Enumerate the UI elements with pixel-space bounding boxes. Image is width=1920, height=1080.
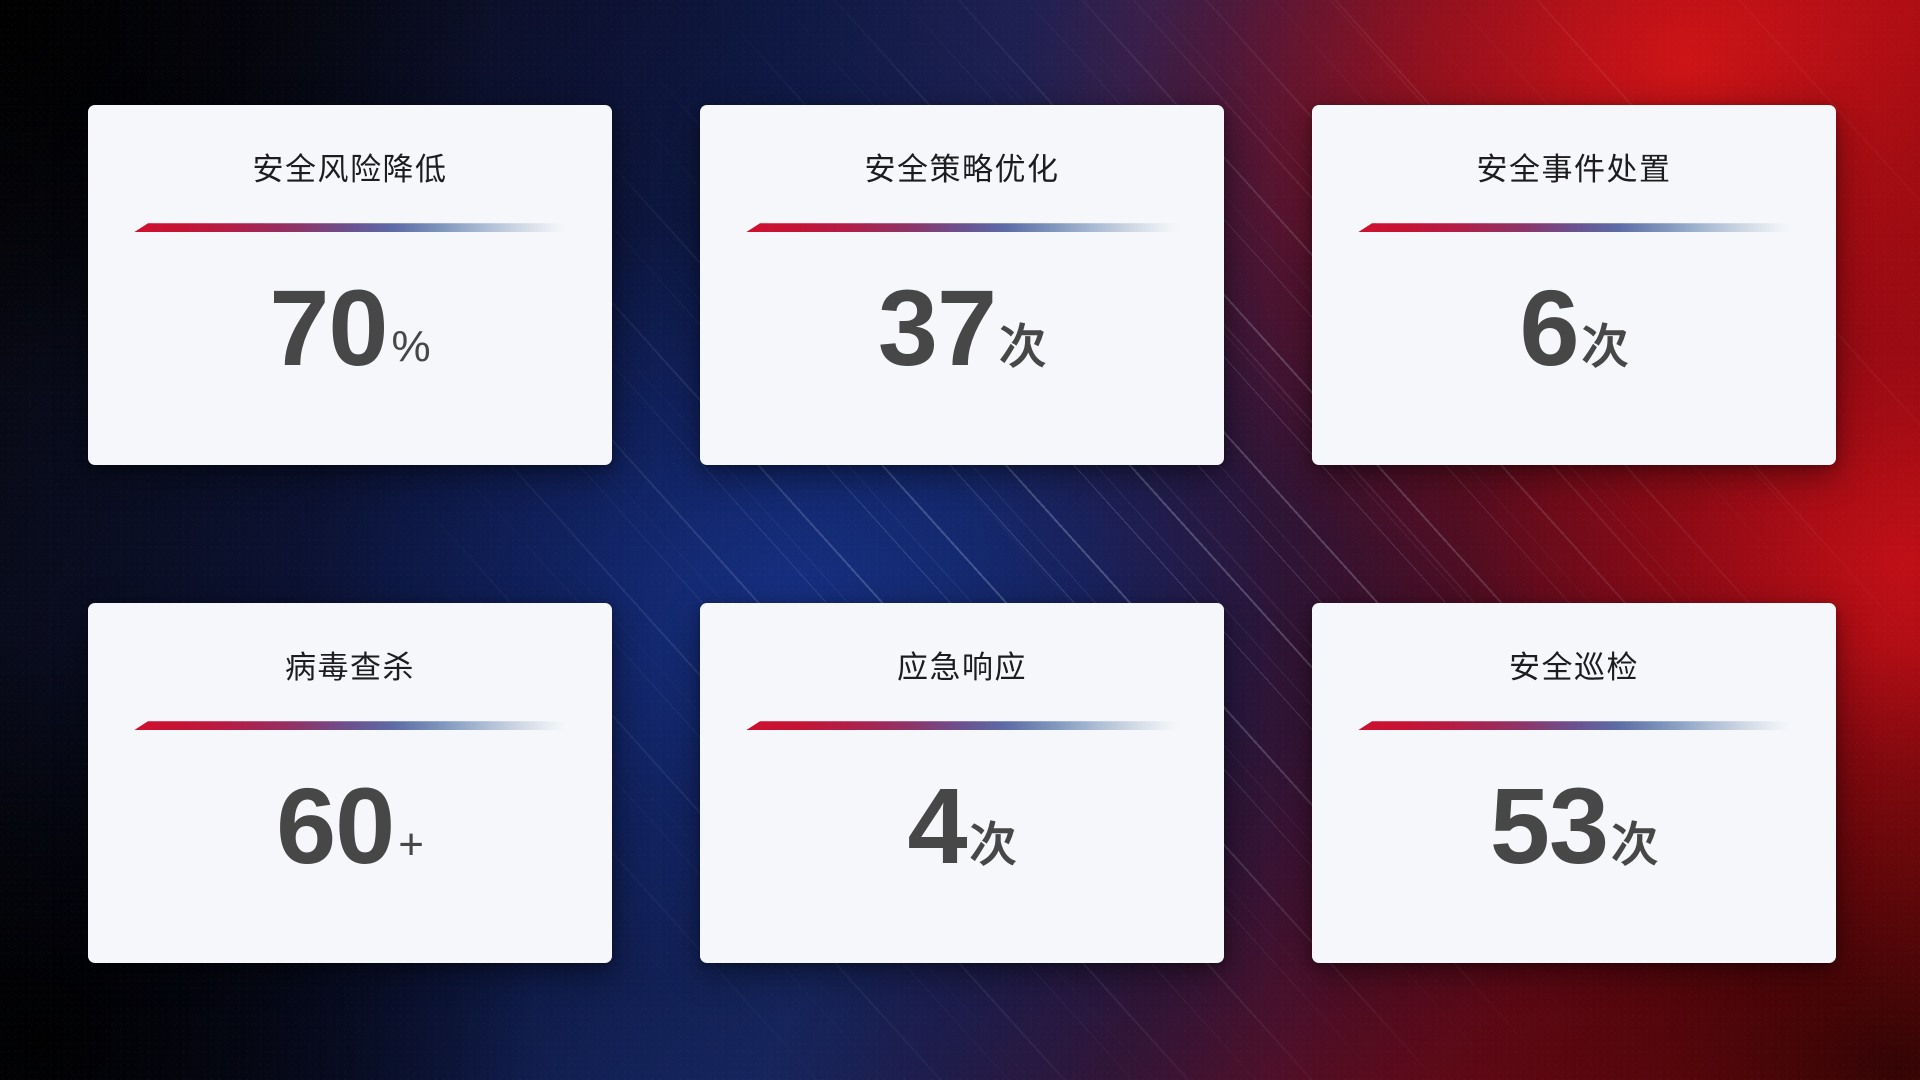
metric-card-value: 37 次 — [877, 267, 1047, 389]
metric-card-title: 病毒查杀 — [285, 650, 415, 685]
metric-value-number: 37 — [877, 267, 997, 389]
metric-value-number: 70 — [269, 267, 388, 389]
metric-value-unit: 次 — [969, 818, 1017, 872]
metric-card-security-incident-handling[interactable]: 安全事件处置 6 次 — [1312, 105, 1836, 465]
metric-card-value: 4 次 — [907, 765, 1017, 887]
metrics-card-grid: 安全风险降低 70 % 安全策略优化 37 次 安全事件处置 6 次 病毒查杀 … — [88, 105, 1836, 963]
metric-card-security-policy-optimization[interactable]: 安全策略优化 37 次 — [700, 105, 1224, 465]
metric-card-title: 安全事件处置 — [1476, 152, 1672, 187]
metric-value-number: 53 — [1489, 765, 1609, 887]
metric-value-unit: % — [391, 322, 431, 372]
metric-card-divider — [134, 721, 566, 731]
metric-card-title: 应急响应 — [897, 650, 1027, 685]
metric-card-divider — [1358, 721, 1790, 731]
metric-value-number: 60 — [276, 765, 395, 887]
metric-value-unit: + — [398, 820, 424, 870]
metric-value-unit: 次 — [1581, 320, 1629, 374]
metric-value-unit: 次 — [1611, 818, 1659, 872]
metric-card-security-inspection[interactable]: 安全巡检 53 次 — [1312, 603, 1836, 963]
metric-card-emergency-response[interactable]: 应急响应 4 次 — [700, 603, 1224, 963]
metric-card-virus-removal[interactable]: 病毒查杀 60 + — [88, 603, 612, 963]
metric-card-divider — [746, 721, 1178, 731]
metric-card-value: 70 % — [269, 267, 431, 389]
metric-card-title: 安全巡检 — [1509, 650, 1639, 685]
metric-card-value: 6 次 — [1519, 267, 1629, 389]
metric-value-unit: 次 — [999, 320, 1047, 374]
metric-card-value: 53 次 — [1489, 765, 1659, 887]
metric-card-title: 安全策略优化 — [864, 152, 1060, 187]
metric-card-divider — [1358, 223, 1790, 233]
metric-card-divider — [134, 223, 566, 233]
metric-card-divider — [746, 223, 1178, 233]
metric-card-title: 安全风险降低 — [252, 152, 448, 187]
metric-value-number: 4 — [907, 765, 967, 887]
metric-card-value: 60 + — [276, 765, 424, 887]
metric-card-security-risk-reduction[interactable]: 安全风险降低 70 % — [88, 105, 612, 465]
metric-value-number: 6 — [1519, 267, 1579, 389]
